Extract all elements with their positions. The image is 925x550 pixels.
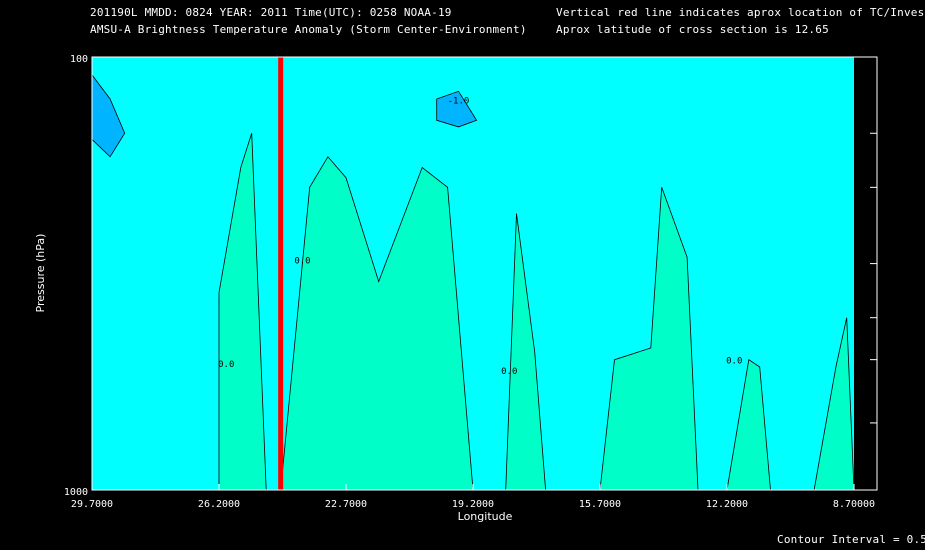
header-latitude-note: Aprox latitude of cross section is 12.65 [556, 23, 829, 36]
negative-anomaly-region [92, 74, 125, 157]
x-tick-label: 26.2000 [198, 499, 240, 510]
header-marker-note: Vertical red line indicates aprox locati… [556, 6, 925, 19]
positive-anomaly-region [219, 133, 267, 490]
anomaly-fills [92, 57, 877, 491]
contour-line [280, 156, 474, 491]
contour-value-label: 0.0 [501, 367, 517, 377]
negative-anomaly-region [436, 91, 477, 127]
x-axis-ticks: 29.7000 26.2000 22.7000 19.2000 15.7000 12.20… [71, 484, 875, 510]
x-tick-label: 19.2000 [452, 499, 494, 510]
positive-anomaly-region [727, 359, 771, 490]
x-tick-label: 29.7000 [71, 499, 113, 510]
x-axis-label: Longitude [458, 510, 513, 523]
positive-anomaly-region [600, 187, 698, 491]
y-axis-label: Pressure (hPa) [34, 234, 47, 313]
header-title-line: AMSU-A Brightness Temperature Anomaly (S… [90, 23, 527, 36]
x-tick-label: 8.70000 [833, 499, 875, 510]
contour-value-label: -1.0 [448, 96, 470, 106]
no-data-strip [854, 57, 877, 490]
y-axis-ticks: 100 1000 [64, 54, 877, 498]
positive-anomaly-region [505, 213, 546, 490]
contour-line [436, 90, 478, 128]
header-id-line: 201190L MMDD: 0824 YEAR: 2011 Time(UTC):… [90, 6, 452, 19]
y-tick-label: 100 [70, 54, 88, 65]
y-tick-label: 1000 [64, 487, 88, 498]
x-tick-label: 22.7000 [325, 499, 367, 510]
contour-value-label: 0.0 [726, 356, 742, 366]
contour-value-label: 0.0 [218, 360, 234, 370]
contour-interval-label: Contour Interval = 0.5K [777, 533, 925, 546]
plot-frame [91, 56, 878, 491]
positive-anomaly-region [280, 156, 473, 491]
x-tick-label: 15.7000 [579, 499, 621, 510]
positive-anomaly-region [814, 317, 854, 490]
contour-value-label: 0.0 [294, 257, 310, 267]
x-tick-label: 12.2000 [706, 499, 748, 510]
